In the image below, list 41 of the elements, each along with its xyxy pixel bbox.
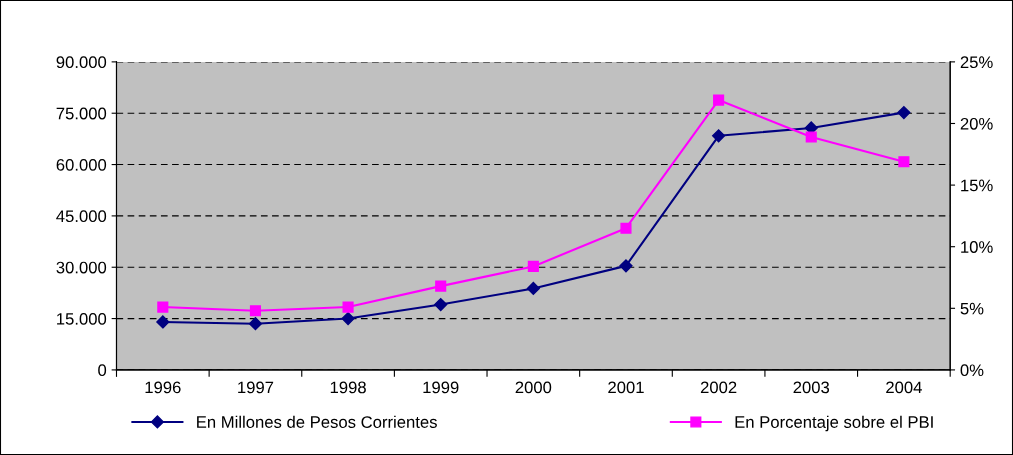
legend-label: En Porcentaje sobre el PBI	[735, 415, 933, 432]
x-tick-label: 2002	[700, 381, 737, 394]
point	[249, 305, 262, 317]
y-tick-label: 45.000	[56, 210, 107, 223]
y2-tick-label: 0%	[960, 364, 984, 377]
y-tick-label: 30.000	[56, 261, 107, 274]
y-tick-label: 60.000	[56, 158, 107, 171]
y2-tick-label: 15%	[961, 179, 993, 192]
y2-tick-label: 5%	[960, 302, 984, 315]
x-tick-label: 1999	[423, 381, 459, 394]
point	[712, 129, 726, 143]
x-tick-label: 2000	[515, 381, 552, 394]
point	[898, 156, 910, 168]
point	[434, 297, 448, 312]
y2-tick-label: 20%	[960, 117, 993, 130]
point	[342, 301, 354, 313]
point	[897, 105, 911, 120]
point	[620, 222, 632, 234]
y-tick-label: 15.000	[57, 312, 107, 325]
point	[248, 317, 263, 331]
point	[713, 94, 725, 106]
x-tick-label: 2004	[886, 381, 922, 394]
point	[156, 315, 170, 329]
point	[435, 280, 447, 292]
point	[619, 259, 633, 273]
x-tick-label: 2003	[793, 381, 830, 394]
x-tick-label: 2001	[608, 381, 644, 394]
y-tick-label: 75.000	[56, 107, 107, 120]
y-tick-label: 90.000	[56, 56, 107, 69]
point	[527, 260, 539, 272]
point	[341, 311, 355, 326]
x-tick-label: 1996	[145, 381, 181, 394]
y-tick-label: 0	[98, 364, 107, 377]
point	[805, 131, 817, 143]
x-tick-label: 1998	[330, 381, 366, 394]
point	[157, 301, 169, 313]
point	[526, 281, 540, 296]
y2-tick-label: 25%	[960, 56, 993, 69]
x-tick-label: 1997	[238, 381, 274, 394]
y2-tick-label: 10%	[961, 241, 993, 253]
legend-label: En Millones de Pesos Corrientes	[197, 415, 437, 428]
